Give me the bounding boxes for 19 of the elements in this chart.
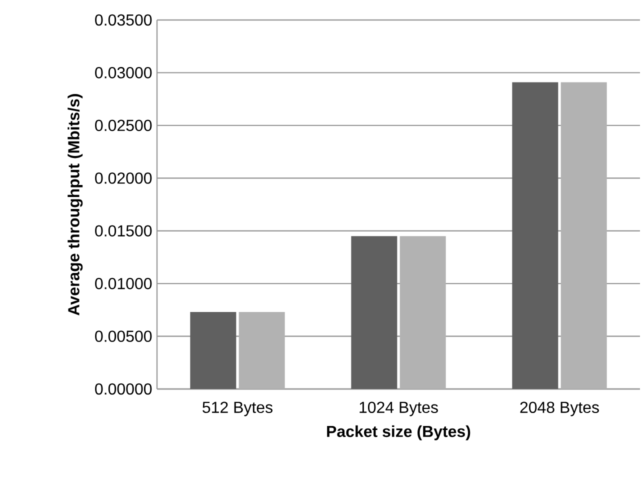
y-tick-label: 0.03000 — [95, 67, 152, 78]
x-axis-title: Packet size (Bytes) — [327, 425, 470, 440]
x-tick-label: 1024 Bytes — [360, 402, 438, 416]
bar — [351, 236, 398, 389]
y-tick-label: 0.00500 — [95, 330, 152, 342]
y-tick-label: 0.01000 — [95, 278, 152, 290]
bar — [400, 236, 446, 389]
y-tick-label: 0.02500 — [95, 120, 152, 132]
bar — [560, 82, 607, 389]
bar — [190, 312, 236, 389]
x-tick-label: 2048 Bytes — [520, 402, 599, 416]
y-tick-label: 0.00000 — [95, 383, 152, 395]
y-tick-label: 0.03500 — [95, 14, 152, 26]
x-tick-label: 512 Bytes — [202, 402, 272, 416]
y-axis-title: Average throughput (Mbits/s) — [68, 94, 83, 316]
bar — [512, 82, 558, 389]
bar — [238, 312, 285, 389]
y-tick-label: 0.01500 — [95, 225, 152, 236]
y-tick-label: 0.02000 — [95, 172, 152, 184]
